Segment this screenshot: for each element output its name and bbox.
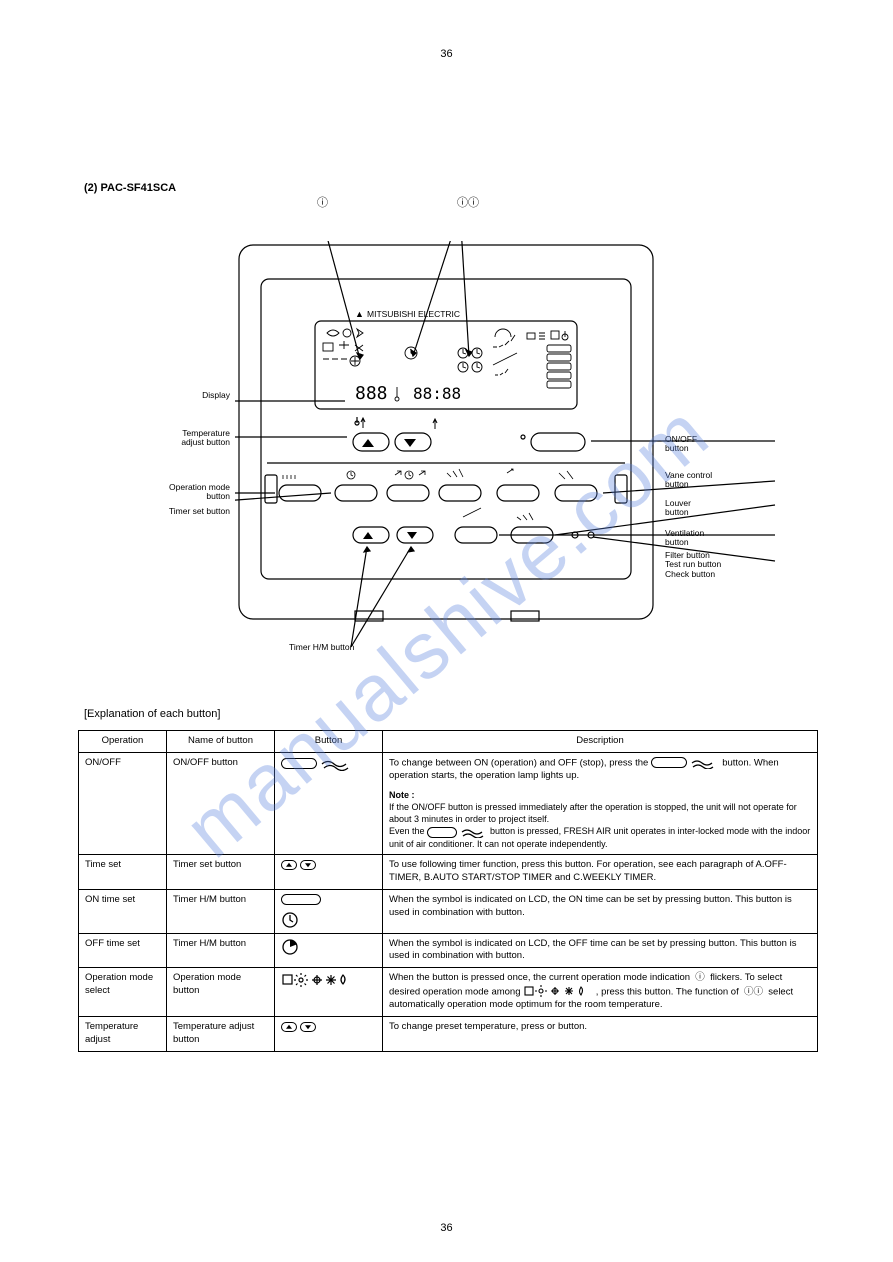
cell-desc: When the symbol is indicated on LCD, the… <box>383 933 818 968</box>
cell-name: Temperature adjust button <box>167 1017 275 1052</box>
down-button-icon <box>300 860 316 870</box>
callout-vane: Vane controlbutton <box>665 471 785 490</box>
table-row: ON time set Timer H/M button When the sy… <box>79 889 818 933</box>
wave-icon <box>460 826 488 838</box>
page-number-bottom: 36 <box>440 1222 452 1234</box>
clock-on-icon <box>281 911 299 929</box>
wave-icon <box>690 757 720 769</box>
callout-ventilation: Ventilation button <box>665 529 704 548</box>
callout-timer-hm: Timer H/M button <box>289 643 354 652</box>
brand-text: MITSUBISHI ELECTRIC <box>367 309 460 319</box>
inline-pill-icon <box>427 827 457 838</box>
cell-button <box>275 752 383 854</box>
cell-op: Temperature adjust <box>79 1017 167 1052</box>
table-row: ON/OFF ON/OFF button To change between O… <box>79 752 818 854</box>
mode-icons-row <box>281 972 351 988</box>
cell-desc: When the button is pressed once, the cur… <box>383 968 818 1017</box>
callout-timer-set: Timer set button <box>80 507 230 516</box>
cell-op: ON time set <box>79 889 167 933</box>
cell-name: Operation mode button <box>167 968 275 1017</box>
callout-ii-icon: ⓘⓘ <box>457 197 479 209</box>
cell-desc: To change preset temperature, press or b… <box>383 1017 818 1052</box>
callout-display: Display <box>80 391 230 400</box>
inline-pill-icon <box>651 757 687 768</box>
cell-desc: To use following timer function, press t… <box>383 855 818 890</box>
cell-name: Timer H/M button <box>167 889 275 933</box>
svg-text:88:88: 88:88 <box>413 384 461 403</box>
table-row: Temperature adjust Temperature adjust bu… <box>79 1017 818 1052</box>
cell-name: Timer H/M button <box>167 933 275 968</box>
table-header-row: Operation Name of button Button Descript… <box>79 731 818 753</box>
down-button-icon <box>300 1022 316 1032</box>
table-row: OFF time set Timer H/M button When the s… <box>79 933 818 968</box>
cell-button <box>275 1017 383 1052</box>
th-name: Name of button <box>167 731 275 753</box>
svg-text:888: 888 <box>355 383 388 404</box>
cell-name: ON/OFF button <box>167 752 275 854</box>
svg-text:▲: ▲ <box>355 309 364 319</box>
th-operation: Operation <box>79 731 167 753</box>
operations-table: Operation Name of button Button Descript… <box>78 730 818 1052</box>
mode-icons-inline <box>523 985 593 999</box>
note-block: Note : If the ON/OFF button is pressed i… <box>389 789 811 850</box>
cell-desc: When the symbol is indicated on LCD, the… <box>383 889 818 933</box>
cell-op: OFF time set <box>79 933 167 968</box>
cell-desc: To change between ON (operation) and OFF… <box>383 752 818 854</box>
up-button-icon <box>281 860 297 870</box>
cell-button <box>275 968 383 1017</box>
callout-onoff: ON/OFF button <box>665 435 697 454</box>
cell-button <box>275 933 383 968</box>
callout-louver: Louver button <box>665 499 691 518</box>
up-button-icon <box>281 1022 297 1032</box>
controller-diagram: ⓘ ⓘⓘ <box>235 241 658 626</box>
th-button: Button <box>275 731 383 753</box>
cell-button <box>275 889 383 933</box>
cell-op: Time set <box>79 855 167 890</box>
table-row: Operation mode select Operation mode but… <box>79 968 818 1017</box>
cell-button <box>275 855 383 890</box>
table-section-heading: [Explanation of each button] <box>84 708 220 720</box>
cell-op: ON/OFF <box>79 752 167 854</box>
clock-off-icon <box>281 938 299 956</box>
pill-icon <box>281 894 321 905</box>
callout-mode: Operation modebutton <box>80 483 230 502</box>
wave-icon <box>320 757 354 771</box>
th-description: Description <box>383 731 818 753</box>
page-number-top: 36 <box>440 48 452 60</box>
table-row: Time set Timer set button To use followi… <box>79 855 818 890</box>
cell-name: Timer set button <box>167 855 275 890</box>
callout-temp-adjust: Temperatureadjust button <box>80 429 230 448</box>
controller-svg: 888 88:88 <box>235 241 795 671</box>
callout-filter-test-chk: Filter buttonTest run buttonCheck button <box>665 551 785 579</box>
cell-op: Operation mode select <box>79 968 167 1017</box>
onoff-pill-icon <box>281 758 317 769</box>
callout-i-icon: ⓘ <box>317 197 328 209</box>
figure-heading: (2) PAC-SF41SCA <box>84 182 176 194</box>
